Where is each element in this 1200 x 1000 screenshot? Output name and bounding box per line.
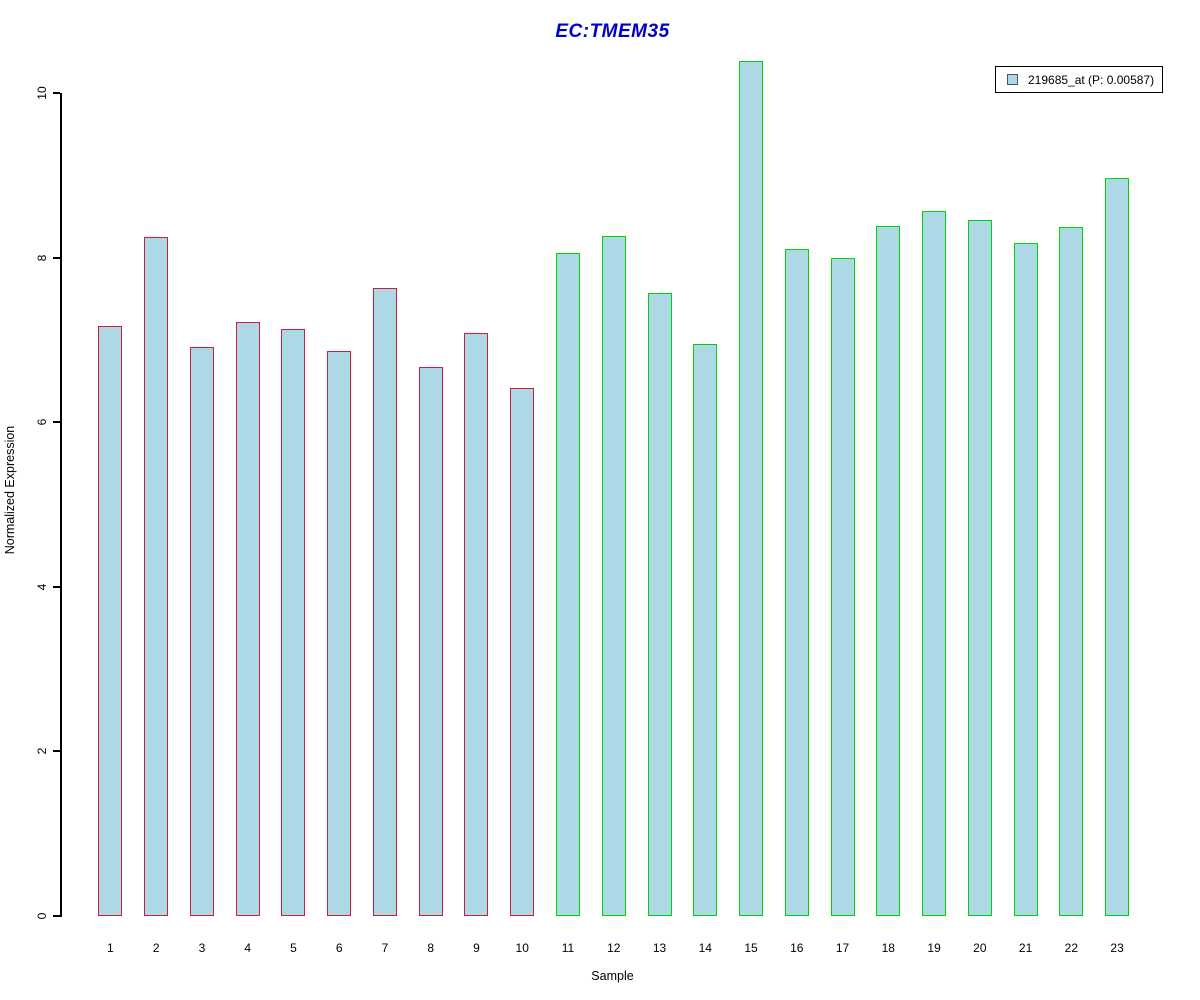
x-axis-tick-label: 19 xyxy=(927,941,941,955)
bar xyxy=(98,325,123,916)
x-axis-tick-label: 2 xyxy=(152,941,160,955)
x-axis-tick-label: 10 xyxy=(515,941,529,955)
x-axis-tick-label: 18 xyxy=(881,941,895,955)
bar xyxy=(556,253,580,916)
bar xyxy=(601,236,626,916)
y-axis-tick-label: 0 xyxy=(35,912,49,920)
bar xyxy=(189,347,214,916)
x-axis-tick-label: 20 xyxy=(973,941,987,955)
x-axis-title: Sample xyxy=(591,969,634,983)
bar xyxy=(418,367,443,916)
x-axis-tick-label: 8 xyxy=(427,941,435,955)
y-axis-tick-label: 6 xyxy=(35,418,49,426)
bar xyxy=(281,329,306,916)
bar xyxy=(693,344,718,916)
bar xyxy=(510,387,535,916)
y-axis-tick xyxy=(53,585,60,588)
y-axis-tick-label: 10 xyxy=(35,86,49,100)
y-axis-line xyxy=(60,93,62,917)
x-axis-tick-label: 15 xyxy=(744,941,758,955)
x-axis-tick-label: 11 xyxy=(561,941,575,955)
x-axis-tick-label: 14 xyxy=(698,941,712,955)
x-axis-tick-label: 22 xyxy=(1064,941,1079,955)
x-axis-tick-label: 16 xyxy=(790,941,804,955)
legend-swatch-icon xyxy=(1007,74,1018,85)
y-axis-tick-label: 4 xyxy=(35,583,49,591)
y-axis-tick xyxy=(53,92,60,94)
bar xyxy=(1059,227,1084,916)
y-axis-tick xyxy=(53,256,60,259)
x-axis-tick-label: 5 xyxy=(290,941,297,955)
bar xyxy=(876,226,901,916)
x-axis-tick-label: 3 xyxy=(198,941,206,955)
x-axis-tick-label: 9 xyxy=(473,941,480,955)
x-axis-tick-label: 13 xyxy=(652,941,667,955)
x-axis-tick-label: 1 xyxy=(107,941,114,955)
bar xyxy=(739,60,764,916)
legend: 219685_at (P: 0.00587) xyxy=(995,66,1163,93)
y-axis-tick xyxy=(53,750,60,753)
bar xyxy=(830,258,855,916)
x-axis-tick-label: 23 xyxy=(1110,941,1124,955)
x-axis-tick-label: 4 xyxy=(244,941,252,955)
bar xyxy=(464,333,489,916)
x-axis-tick-label: 17 xyxy=(835,941,850,955)
legend-label: 219685_at (P: 0.00587) xyxy=(1028,72,1155,87)
bar xyxy=(922,210,947,916)
bar xyxy=(235,321,260,916)
x-axis-tick-label: 21 xyxy=(1018,941,1033,955)
y-axis-title: Normalized Expression xyxy=(3,425,17,555)
bar xyxy=(967,219,992,916)
bar xyxy=(784,249,809,916)
bar xyxy=(144,237,169,916)
bar xyxy=(647,292,672,916)
bar xyxy=(327,350,352,916)
y-axis-tick xyxy=(53,915,60,917)
chart-title: EC:TMEM35 xyxy=(555,21,670,42)
bar xyxy=(1013,242,1038,916)
bar xyxy=(1105,177,1130,916)
y-axis-tick xyxy=(53,421,60,424)
y-axis-tick-label: 8 xyxy=(35,254,49,261)
x-axis-tick-label: 6 xyxy=(335,941,343,955)
bar xyxy=(372,288,397,916)
x-axis-tick-label: 12 xyxy=(607,941,621,955)
x-axis-tick-label: 7 xyxy=(381,941,389,955)
y-axis-tick-label: 2 xyxy=(35,748,49,755)
